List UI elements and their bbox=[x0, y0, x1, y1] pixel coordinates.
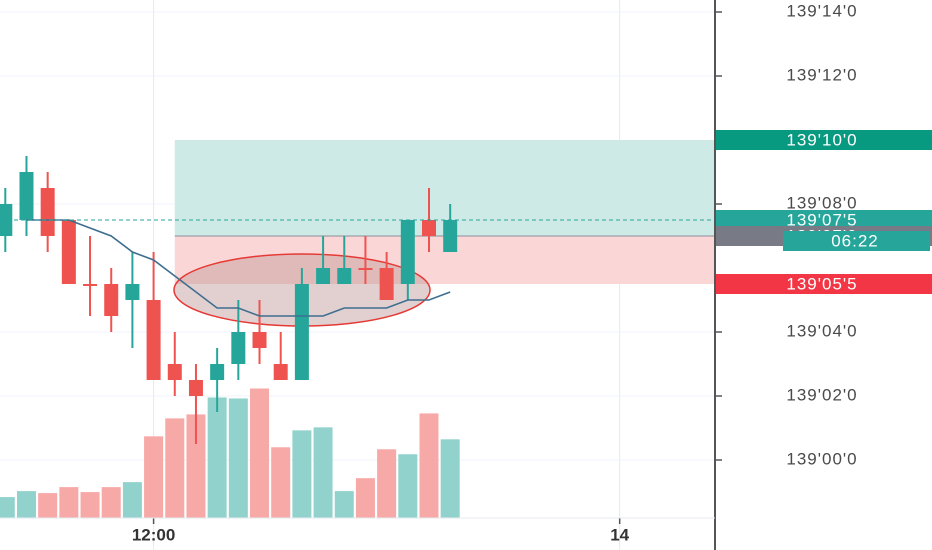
candle-body bbox=[40, 188, 55, 236]
volume-bar bbox=[271, 447, 291, 518]
volume-bar bbox=[398, 454, 418, 518]
volume-bar bbox=[144, 436, 164, 518]
volume-bar bbox=[122, 482, 142, 518]
candle-body bbox=[146, 300, 161, 380]
candle-body bbox=[0, 204, 13, 236]
x-tick-label: 14 bbox=[610, 525, 629, 544]
candle-body bbox=[167, 364, 182, 380]
volume-bar bbox=[313, 427, 333, 518]
countdown: 06:22 bbox=[831, 231, 879, 250]
y-tick-label: 139'02'0 bbox=[786, 385, 857, 404]
candle-body bbox=[379, 268, 394, 300]
candle-body bbox=[337, 268, 352, 284]
x-tick-label: 12:00 bbox=[132, 525, 175, 544]
y-tick-label: 139'04'0 bbox=[786, 321, 857, 340]
volume-bar bbox=[80, 492, 100, 518]
y-tick-label: 139'08'0 bbox=[786, 193, 857, 212]
volume-bar bbox=[334, 491, 354, 518]
candle-body bbox=[358, 268, 373, 270]
volume-bar bbox=[228, 398, 248, 518]
volume-bar bbox=[377, 449, 397, 518]
volume-bar bbox=[59, 487, 79, 518]
moving-average bbox=[26, 219, 451, 317]
volume-bar bbox=[419, 413, 439, 518]
y-tick-label: 139'00'0 bbox=[786, 449, 857, 468]
candle-body bbox=[210, 364, 225, 380]
price-label-bg bbox=[716, 210, 932, 230]
y-tick-label: 139'14'0 bbox=[786, 1, 857, 20]
candle-body bbox=[104, 284, 119, 316]
candle-body bbox=[400, 220, 415, 284]
candle-body bbox=[83, 284, 98, 286]
candle-body bbox=[231, 332, 246, 364]
volume-bar bbox=[165, 418, 185, 518]
price-label: 139'05'5 bbox=[786, 274, 857, 293]
candle-body bbox=[252, 332, 267, 348]
candle-body bbox=[316, 268, 331, 284]
volume-bar bbox=[355, 478, 375, 518]
volume-bar bbox=[207, 397, 227, 518]
price-label-bg bbox=[716, 274, 932, 294]
candle-body bbox=[125, 284, 140, 300]
price-label-bg bbox=[716, 130, 932, 150]
y-tick-label: 139'12'0 bbox=[786, 65, 857, 84]
countdown-bg bbox=[783, 231, 930, 251]
volume-bar bbox=[440, 439, 460, 518]
volume-bar bbox=[101, 487, 121, 518]
volume-bar bbox=[16, 491, 36, 518]
volume-bar bbox=[38, 493, 58, 518]
volume-bar bbox=[0, 497, 15, 518]
candle-body bbox=[422, 220, 436, 236]
price-label: 139'10'0 bbox=[786, 130, 857, 149]
volume-bar bbox=[186, 414, 206, 518]
volume-bar bbox=[292, 430, 312, 518]
candle-body bbox=[61, 220, 76, 284]
price-label: 139'07'5 bbox=[786, 210, 857, 229]
candle-body bbox=[188, 380, 203, 396]
candle-body bbox=[273, 364, 288, 380]
candle-body bbox=[294, 284, 309, 380]
volume-bar bbox=[250, 388, 270, 518]
candle-body bbox=[443, 220, 458, 252]
candle-body bbox=[19, 172, 34, 220]
